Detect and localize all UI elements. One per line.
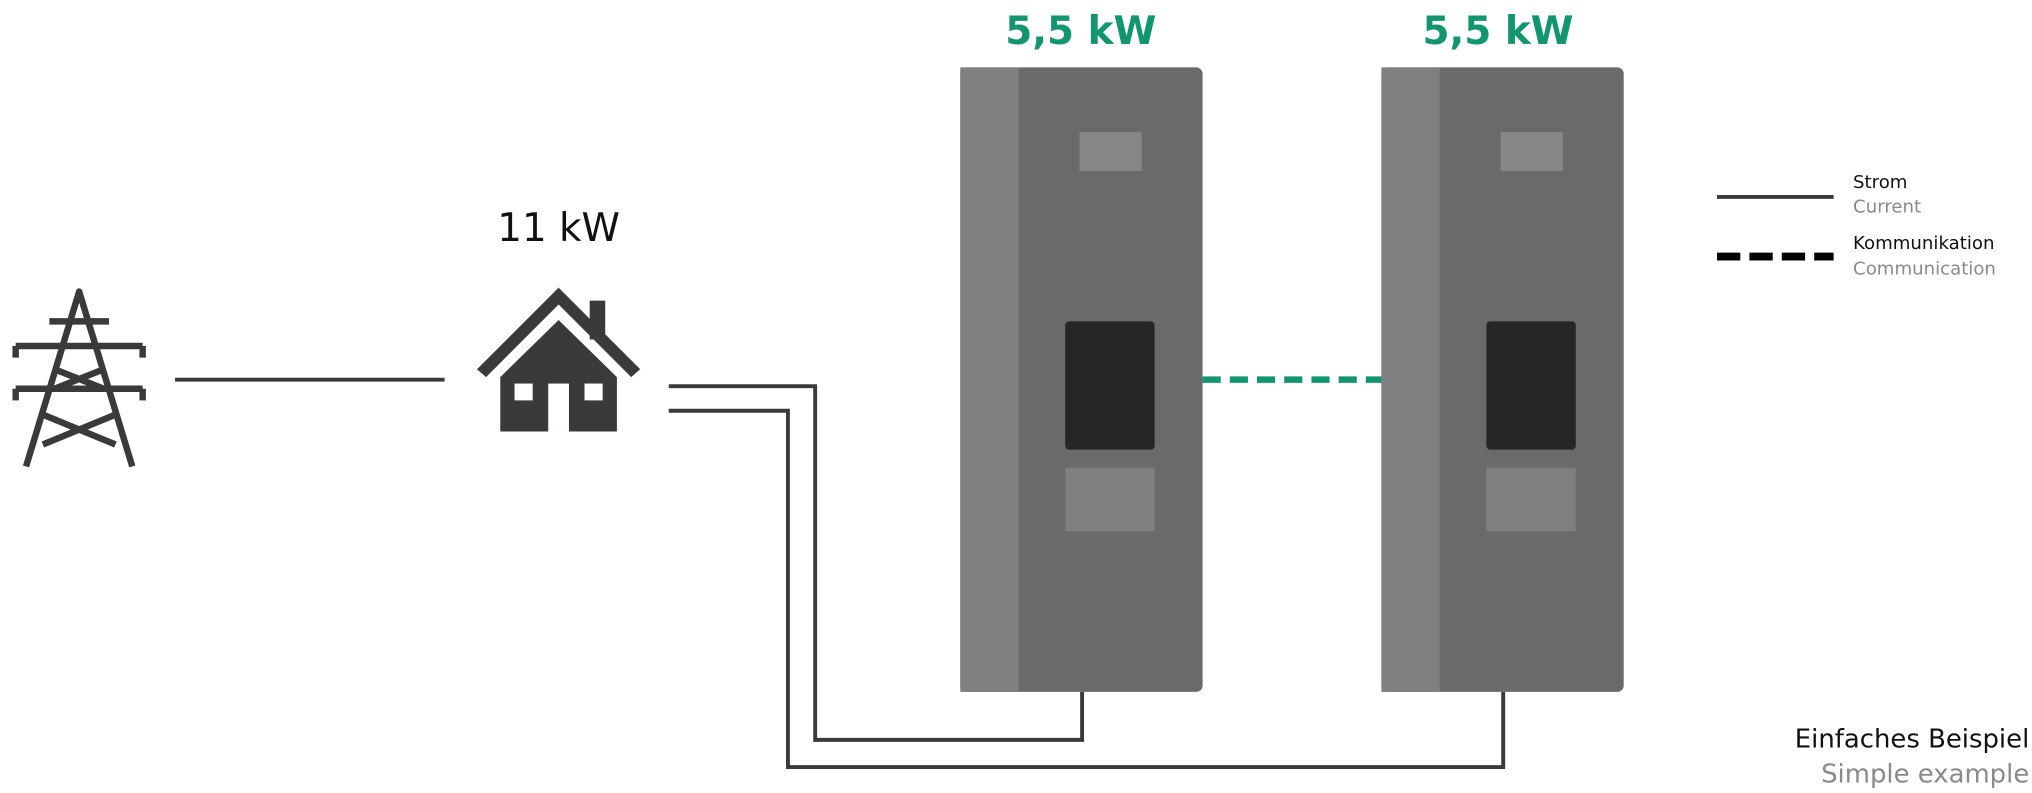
charger: [960, 67, 1203, 692]
legend-label: Kommunikation: [1853, 233, 1994, 254]
legend-sublabel: Current: [1853, 197, 1921, 218]
footer-subtitle: Simple example: [1821, 760, 2029, 790]
charger: [1381, 67, 1624, 692]
legend-sublabel: Communication: [1853, 259, 1996, 280]
legend-label: Strom: [1853, 172, 1907, 193]
pylon-icon: [12, 288, 146, 468]
house-power: 11 kW: [497, 206, 620, 251]
charger-power: 5,5 kW: [1005, 9, 1156, 54]
house-icon: [476, 287, 641, 432]
charger-power: 5,5 kW: [1422, 9, 1573, 54]
wires: [668, 384, 1506, 770]
footer-title: Einfaches Beispiel: [1795, 725, 2030, 755]
